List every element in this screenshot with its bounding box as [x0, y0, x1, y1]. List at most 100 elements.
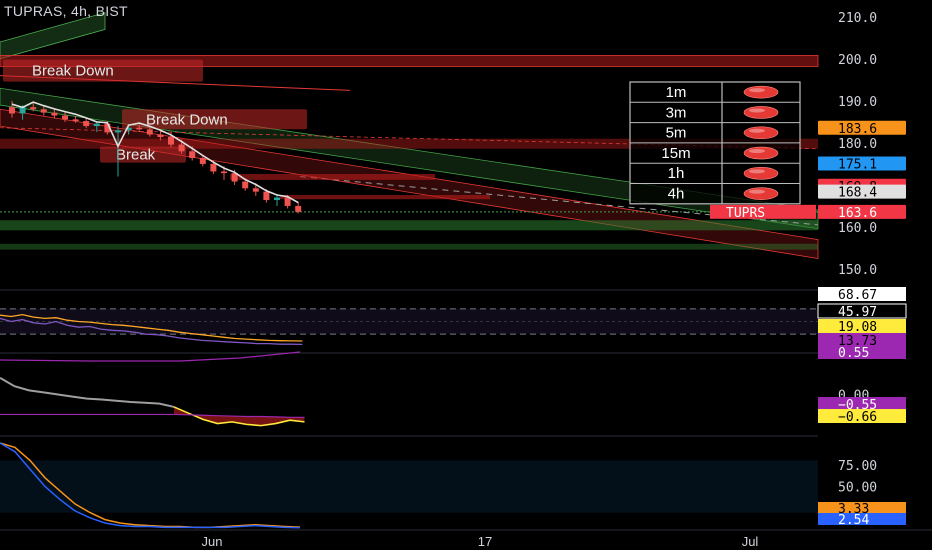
candle-body: [125, 127, 132, 131]
status-dot-highlight: [749, 88, 765, 93]
annotation-box: [3, 59, 203, 82]
candle-body: [72, 119, 79, 122]
header-sep: ,: [87, 3, 96, 19]
support-zone-160: [0, 220, 818, 231]
candle-body: [231, 173, 238, 182]
status-red-dot-icon: [743, 126, 779, 140]
candle-body: [19, 107, 26, 114]
candle-body: [284, 197, 291, 206]
symbol-interval: 4h: [70, 3, 88, 19]
candle-body: [157, 134, 164, 138]
status-red-dot-icon: [743, 146, 779, 160]
price-tag: [818, 156, 906, 171]
candle-body: [242, 181, 249, 189]
stoch-tick-label: 50.00: [838, 481, 877, 496]
stoch-value-tag: [818, 502, 906, 514]
price-tag: [818, 204, 906, 219]
status-red-dot-icon: [743, 187, 779, 200]
annotation-label: Break Down: [32, 63, 114, 80]
candle-body: [104, 123, 111, 133]
status-dot-highlight: [749, 108, 765, 113]
price-tag-value: 168.4: [838, 186, 877, 201]
time-axis-label: Jul: [742, 534, 759, 549]
macd-line-grey: [0, 377, 175, 408]
price-tick-label: 150.0: [838, 263, 877, 278]
rsi-value-tag: [818, 287, 906, 301]
timeframe-label: 5m: [666, 125, 687, 142]
candle-body: [263, 191, 270, 201]
candle-body: [146, 129, 153, 135]
green-channel-top: [0, 12, 106, 60]
timeframe-label: 4h: [668, 186, 685, 203]
order-block-167: [280, 195, 490, 200]
macd-value-label: 0.55: [838, 346, 869, 361]
candle-body: [115, 130, 121, 133]
rsi-value-label: 19.08: [838, 320, 877, 335]
rsi-value-label: 45.97: [838, 305, 877, 320]
price-tag-value: 183.6: [838, 122, 877, 137]
annotation-box: [122, 109, 307, 130]
resistance-zone-200: [0, 55, 819, 67]
price-tick-label: 200.0: [838, 53, 877, 68]
price-tick-label: 180.0: [838, 137, 877, 152]
status-red-dot-icon: [743, 106, 779, 119]
symbol-header[interactable]: TUPRAS, 4h, BIST: [4, 3, 128, 19]
upper-band-line: [0, 351, 301, 362]
signal-line: [0, 413, 305, 418]
timeframe-table: 1m 3m 5m 15m 1h 4h: [629, 81, 801, 205]
status-dot-highlight: [749, 149, 765, 154]
macd-value-label: −0.66: [838, 410, 877, 425]
macd-value-tag: [818, 397, 906, 411]
stoch-value-tag: [818, 513, 906, 525]
candle-body: [83, 121, 90, 127]
price-tag: [818, 184, 906, 199]
candle-body: [136, 127, 143, 130]
price-tick-label: 160.0: [838, 221, 877, 236]
timeframe-label: 1h: [668, 165, 685, 182]
rsi-value-tag: [817, 303, 907, 319]
candle-body: [30, 107, 37, 110]
price-axis: 210.0200.0190.0180.0170.0160.0150.0183.6…: [710, 11, 906, 278]
candle-body: [252, 188, 259, 192]
candle-body: [51, 112, 58, 116]
rsi-value-label: 68.67: [838, 288, 877, 303]
stoch-value-label: 2.54: [838, 513, 869, 528]
rsi-series-line: [0, 313, 303, 342]
status-dot-highlight: [749, 189, 765, 194]
candle-body: [210, 163, 217, 172]
candle-body: [221, 171, 227, 174]
stoch-tick-label: 75.00: [838, 459, 877, 474]
status-red-dot-icon: [743, 167, 779, 180]
price-tick-label: 210.0: [838, 11, 877, 26]
rsi-series-line: [0, 317, 303, 346]
candle-body: [274, 197, 280, 201]
status-dot-highlight: [749, 169, 765, 174]
time-axis-label: 17: [478, 534, 492, 549]
symbol-price-label: TUPRS: [726, 206, 765, 221]
candle-body: [295, 205, 302, 212]
order-block-172: [230, 174, 435, 180]
price-tick-label: 190.0: [838, 95, 877, 110]
rsi-value-tag: [818, 319, 906, 333]
price-tag-value: 163.6: [838, 206, 877, 221]
macd-value-tag: [818, 345, 906, 359]
time-axis-label: Jun: [202, 534, 223, 549]
price-tag: [818, 120, 906, 135]
candle-body: [189, 151, 196, 159]
header-sep: ,: [62, 3, 71, 19]
price-tag-value: 175.1: [838, 157, 877, 172]
candle-body: [93, 123, 100, 127]
time-axis: Jun 17 Jul: [0, 529, 932, 549]
supply-zone-180: [0, 138, 818, 149]
timeframe-label: 15m: [661, 145, 690, 162]
candle-body: [199, 158, 206, 164]
macd-value-tag: [818, 409, 906, 423]
candle-body: [40, 109, 47, 113]
stoch-series-line: [0, 442, 301, 529]
support-zone-155: [0, 243, 818, 250]
status-red-dot-icon: [743, 85, 779, 99]
symbol-price-label-box: [710, 204, 816, 219]
annotation-label: Break Down: [146, 111, 228, 128]
